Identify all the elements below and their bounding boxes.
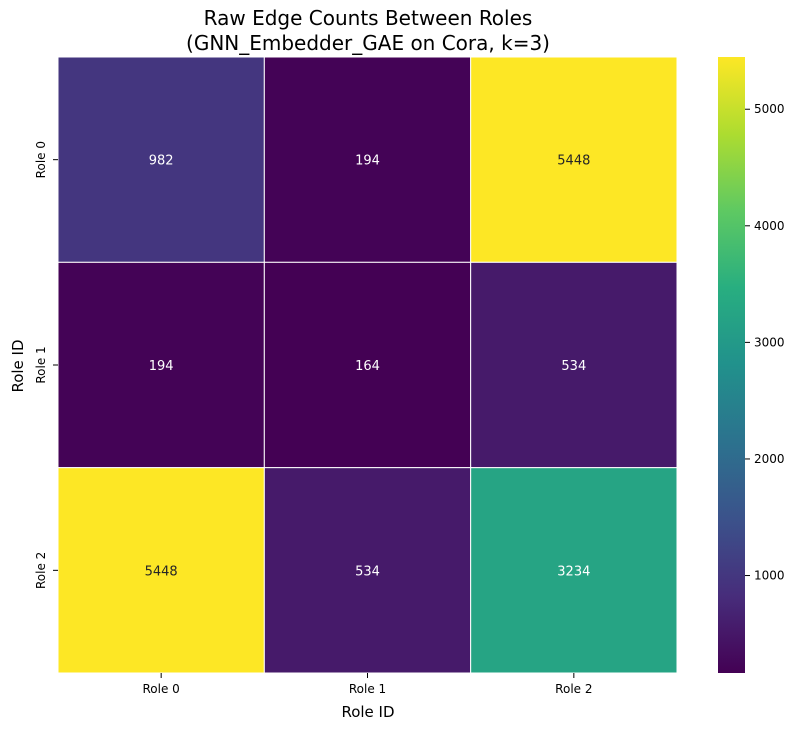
colorbar-ticks: 1000 2000 3000 4000 5000 bbox=[745, 102, 785, 583]
heatmap-cell bbox=[263, 467, 472, 674]
heatmap-cell bbox=[57, 56, 265, 263]
y-axis-label: Role ID bbox=[9, 339, 27, 392]
heatmap-cell bbox=[263, 261, 472, 469]
cell-value-label: 534 bbox=[561, 359, 586, 374]
y-tick-label: Role 0 bbox=[34, 141, 48, 178]
cell-value-label: 194 bbox=[149, 359, 174, 374]
cell-value-label: 5448 bbox=[557, 154, 590, 169]
x-axis-ticks: Role 0 Role 1 Role 2 bbox=[143, 673, 592, 696]
cell-value-label: 982 bbox=[149, 154, 174, 169]
heatmap-cell bbox=[263, 56, 472, 263]
heatmap-cell bbox=[57, 261, 265, 469]
y-tick-label: Role 2 bbox=[34, 552, 48, 589]
cell-value-label: 5448 bbox=[145, 564, 178, 579]
x-axis-label: Role ID bbox=[341, 703, 394, 721]
colorbar-tick-label: 1000 bbox=[754, 569, 785, 583]
cell-value-label: 164 bbox=[355, 359, 380, 374]
x-tick-label: Role 0 bbox=[143, 682, 180, 696]
colorbar-tick-label: 5000 bbox=[754, 102, 785, 116]
colorbar-tick-label: 4000 bbox=[754, 219, 785, 233]
colorbar bbox=[718, 57, 745, 673]
x-tick-label: Role 1 bbox=[349, 682, 386, 696]
chart-title: Raw Edge Counts Between Roles bbox=[204, 6, 533, 30]
y-axis-ticks: Role 0 Role 1 Role 2 bbox=[34, 141, 58, 589]
cell-value-label: 194 bbox=[355, 154, 380, 169]
x-tick-label: Role 2 bbox=[555, 682, 592, 696]
colorbar-tick-label: 2000 bbox=[754, 452, 785, 466]
heatmap-cell bbox=[470, 261, 678, 469]
chart-subtitle: (GNN_Embedder_GAE on Cora, k=3) bbox=[186, 31, 550, 55]
colorbar-tick-label: 3000 bbox=[754, 335, 785, 349]
cell-value-label: 534 bbox=[355, 564, 380, 579]
cell-value-label: 3234 bbox=[557, 564, 590, 579]
y-tick-label: Role 1 bbox=[34, 346, 48, 383]
heatmap-cells: 982 194 5448 194 164 534 5448 534 3234 bbox=[57, 56, 678, 674]
heatmap-cell bbox=[470, 56, 678, 263]
heatmap-cell bbox=[57, 467, 265, 674]
